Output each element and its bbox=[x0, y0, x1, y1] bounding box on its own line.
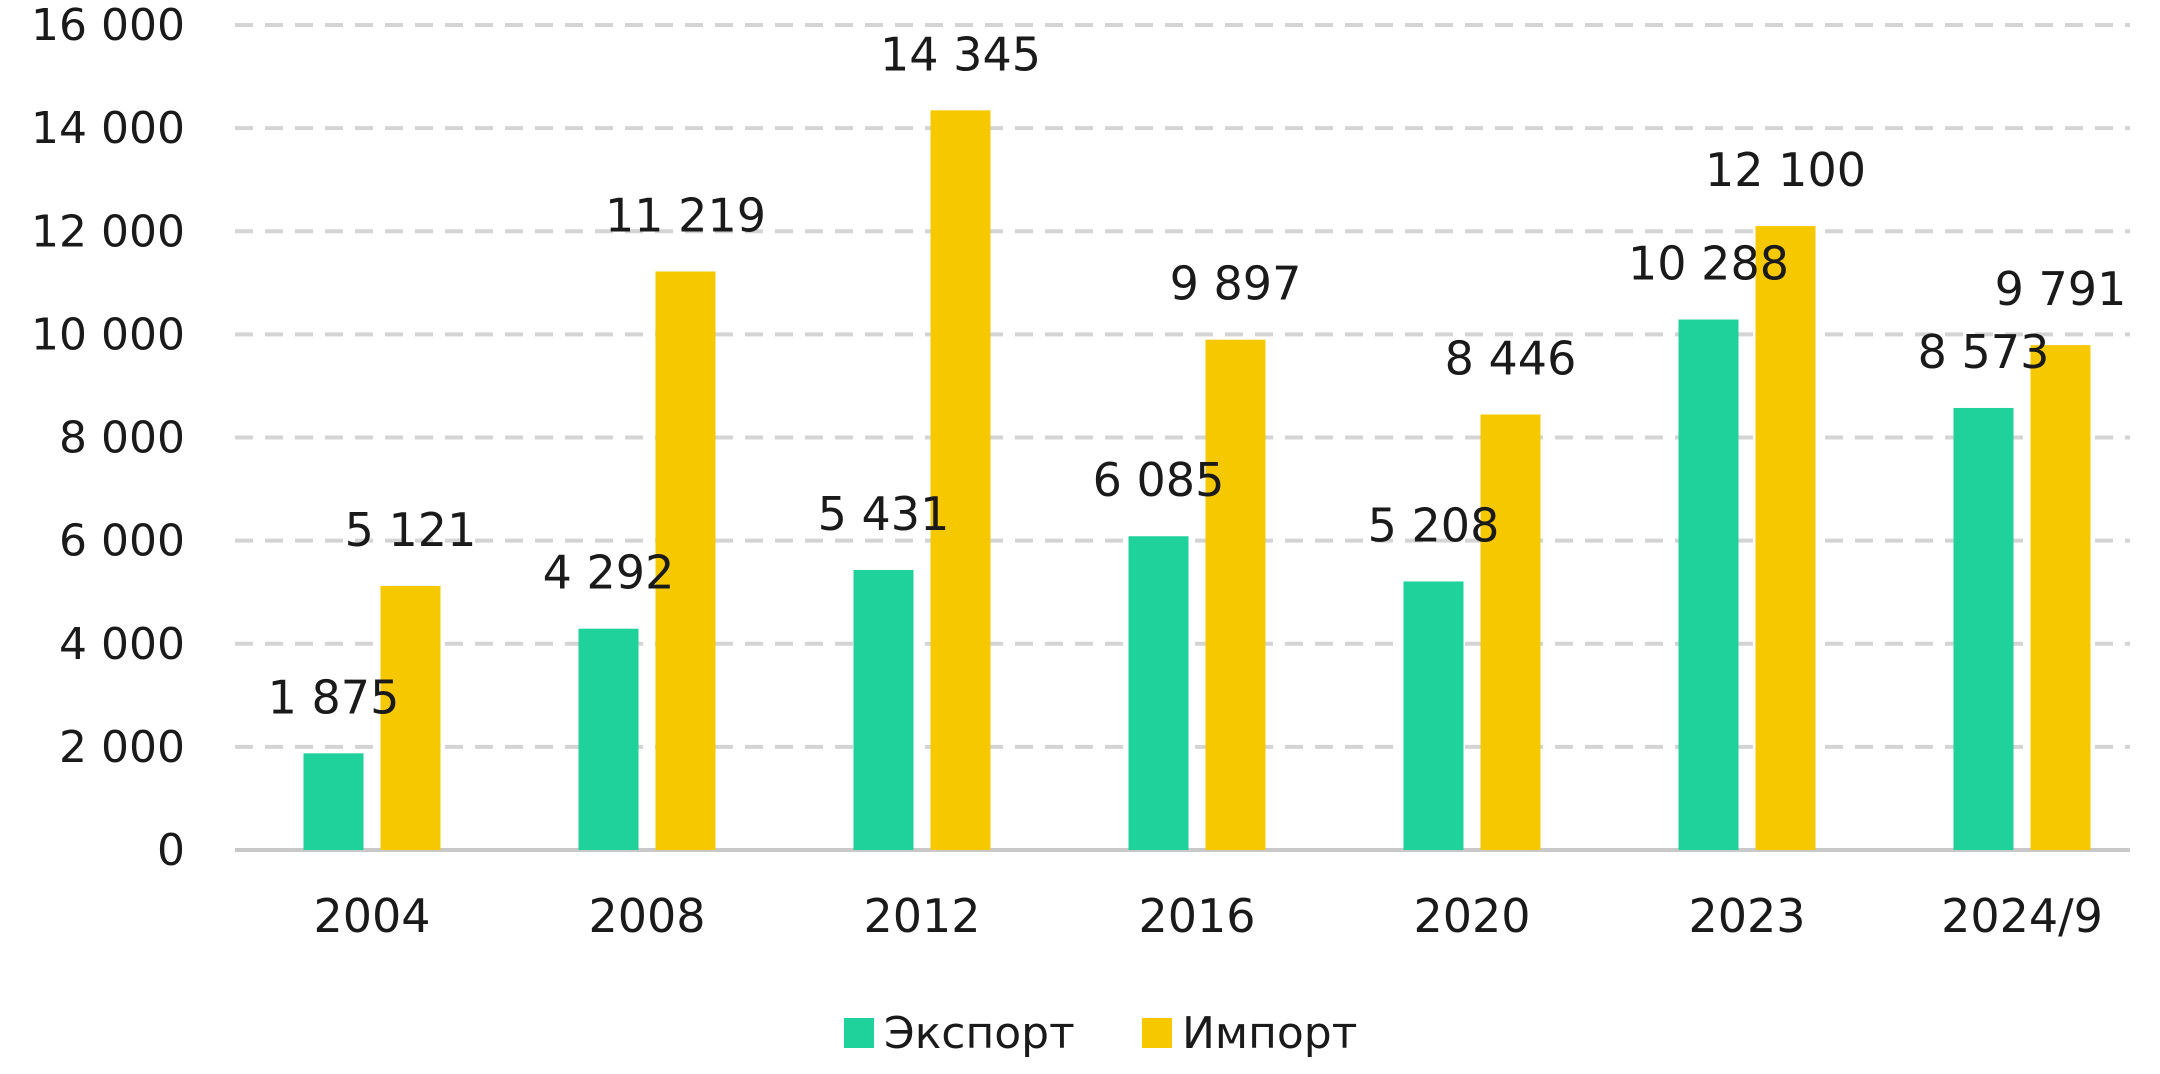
import-bar bbox=[380, 585, 441, 850]
x-tick-label: 2016 bbox=[1138, 889, 1255, 943]
y-tick-label: 12 000 bbox=[31, 206, 185, 257]
x-tick-label: 2012 bbox=[863, 889, 980, 943]
y-tick-label: 14 000 bbox=[31, 103, 185, 154]
export-data-label: 5 208 bbox=[1368, 498, 1500, 552]
import-bar bbox=[930, 110, 991, 850]
legend-label: Импорт bbox=[1182, 1008, 1357, 1059]
import-data-label: 8 446 bbox=[1445, 332, 1577, 386]
import-bar bbox=[1480, 414, 1541, 850]
x-axis: 2004 2008 2012 2016 2020 2023 2024/9 bbox=[313, 889, 2102, 943]
y-tick-label: 16 000 bbox=[31, 0, 185, 51]
y-tick-label: 0 bbox=[157, 825, 185, 876]
export-bar bbox=[1678, 319, 1739, 850]
export-data-label: 10 288 bbox=[1628, 237, 1789, 291]
import-data-label: 9 897 bbox=[1170, 257, 1302, 311]
export-bar bbox=[578, 628, 639, 850]
import-data-label: 12 100 bbox=[1705, 143, 1866, 197]
x-tick-label: 2008 bbox=[588, 889, 705, 943]
legend-swatch bbox=[1142, 1018, 1172, 1048]
legend-label: Экспорт bbox=[884, 1008, 1075, 1059]
import-bar bbox=[2030, 345, 2091, 850]
y-tick-label: 6 000 bbox=[59, 516, 185, 567]
x-tick-label: 2020 bbox=[1413, 889, 1530, 943]
y-tick-label: 10 000 bbox=[31, 309, 185, 360]
export-bar bbox=[1953, 407, 2014, 850]
import-bar bbox=[1205, 339, 1266, 850]
bars bbox=[303, 110, 2091, 850]
y-tick-label: 4 000 bbox=[59, 619, 185, 670]
export-bar bbox=[1128, 536, 1189, 850]
export-bar bbox=[1403, 581, 1464, 850]
import-data-label: 5 121 bbox=[345, 503, 477, 557]
export-data-label: 5 431 bbox=[818, 487, 950, 541]
legend: Экспорт Импорт bbox=[844, 1008, 1357, 1059]
data-labels: 1 875 5 121 4 292 11 219 5 431 14 345 6 085 9 8… bbox=[268, 27, 2127, 724]
export-data-label: 4 292 bbox=[543, 546, 675, 600]
export-bar bbox=[303, 753, 364, 850]
import-bar bbox=[1755, 226, 1816, 850]
export-data-label: 6 085 bbox=[1093, 453, 1225, 507]
x-tick-label: 2024/9 bbox=[1941, 889, 2103, 943]
export-bar bbox=[853, 569, 914, 850]
legend-swatch bbox=[844, 1018, 874, 1048]
import-data-label: 9 791 bbox=[1995, 262, 2127, 316]
import-data-label: 14 345 bbox=[880, 27, 1041, 81]
y-axis: 0 2 000 4 000 6 000 8 000 10 000 12 000 14 000 1… bbox=[31, 0, 185, 876]
y-tick-label: 2 000 bbox=[59, 722, 185, 773]
y-tick-label: 8 000 bbox=[59, 413, 185, 464]
import-data-label: 11 219 bbox=[605, 189, 766, 243]
x-tick-label: 2004 bbox=[313, 889, 430, 943]
import-bar bbox=[655, 271, 716, 850]
export-data-label: 1 875 bbox=[268, 670, 400, 724]
x-tick-label: 2023 bbox=[1688, 889, 1805, 943]
export-data-label: 8 573 bbox=[1918, 325, 2050, 379]
